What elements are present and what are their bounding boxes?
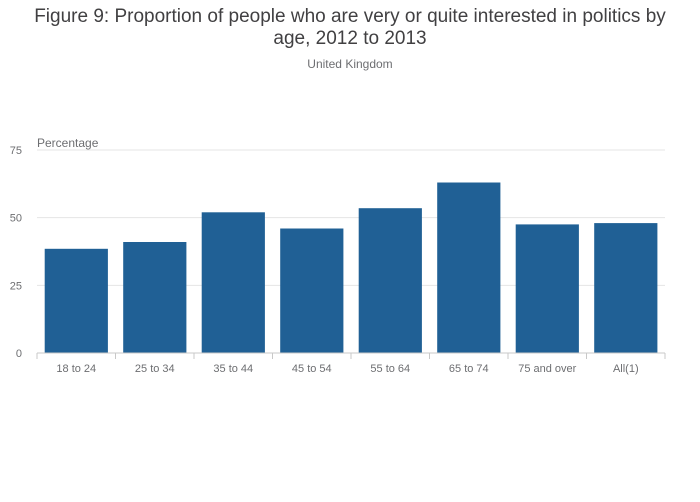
x-tick-label: 18 to 24	[56, 363, 96, 375]
bar-all-1-[interactable]	[594, 223, 658, 353]
x-tick-label: 35 to 44	[213, 363, 253, 375]
x-tick-label: 55 to 64	[370, 363, 410, 375]
chart-title: Figure 9: Proportion of people who are v…	[34, 6, 666, 49]
x-tick-label: 65 to 74	[449, 363, 489, 375]
bar-55-to-64[interactable]	[358, 208, 422, 353]
x-tick-label: 45 to 54	[292, 363, 332, 375]
chart-subtitle: United Kingdom	[307, 57, 393, 71]
bar-25-to-34[interactable]	[123, 242, 187, 353]
y-tick-label: 50	[10, 213, 22, 225]
y-tick-label: 0	[16, 348, 22, 360]
y-tick-label: 75	[10, 145, 22, 157]
y-axis-ticks: 0 25 50 75	[10, 145, 22, 360]
y-tick-label: 25	[10, 280, 22, 292]
bar-75-and-over[interactable]	[515, 224, 579, 353]
x-tick-label: 25 to 34	[135, 363, 175, 375]
bars	[44, 182, 658, 354]
x-tick-label: 75 and over	[518, 363, 576, 375]
bar-65-to-74[interactable]	[437, 182, 501, 354]
x-tick-label: All(1)	[613, 363, 639, 375]
bar-18-to-24[interactable]	[44, 248, 108, 353]
bar-35-to-44[interactable]	[201, 212, 265, 353]
bar-45-to-54[interactable]	[280, 228, 344, 354]
x-axis: 18 to 24 25 to 34 35 to 44 45 to 54 55 to 64…	[36, 352, 666, 375]
y-axis-label: Percentage	[37, 136, 99, 150]
